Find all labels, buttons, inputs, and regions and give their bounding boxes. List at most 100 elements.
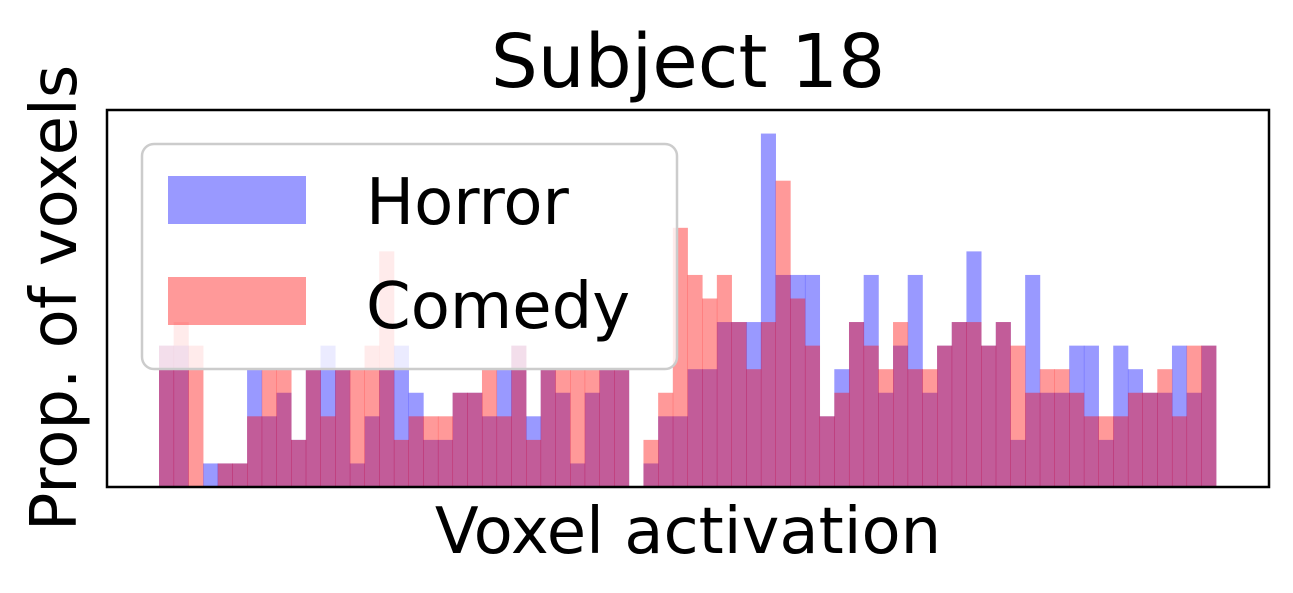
bar-horror-0	[159, 345, 175, 488]
bar-horror-42	[775, 274, 791, 487]
bar-comedy-18	[423, 416, 439, 487]
bar-comedy-13	[349, 369, 365, 487]
bar-horror-49	[878, 392, 894, 487]
bar-comedy-43	[790, 298, 806, 487]
bar-horror-15	[379, 369, 395, 487]
bar-horror-39	[731, 322, 747, 487]
x-axis-label: Voxel activation	[435, 495, 941, 569]
y-axis-label: Prop. of voxels	[18, 65, 92, 531]
bar-comedy-54	[951, 322, 967, 487]
bar-comedy-61	[1054, 369, 1070, 487]
bar-horror-68	[1157, 392, 1173, 487]
bar-comedy-47	[848, 322, 865, 487]
bar-horror-24	[511, 345, 527, 488]
bar-horror-10	[305, 369, 321, 487]
bar-comedy-33	[643, 439, 659, 488]
bar-horror-35	[672, 416, 688, 487]
bar-comedy-42	[775, 180, 791, 487]
bar-horror-19	[437, 439, 454, 488]
bar-comedy-19	[437, 416, 454, 487]
bar-comedy-0	[159, 345, 175, 488]
bar-horror-13	[349, 463, 365, 487]
bar-comedy-40	[746, 369, 762, 487]
bar-comedy-62	[1069, 392, 1085, 487]
plot-frame	[105, 108, 1271, 489]
bar-horror-37	[702, 369, 718, 487]
bar-horror-41	[760, 133, 776, 487]
bar-horror-51	[907, 274, 923, 487]
bar-horror-27	[555, 392, 571, 487]
bar-comedy-20	[452, 392, 468, 487]
bar-horror-52	[922, 392, 938, 487]
bar-comedy-69	[1171, 416, 1188, 487]
bar-horror-8	[276, 392, 292, 487]
bar-horror-65	[1113, 345, 1129, 488]
bar-comedy-64	[1098, 416, 1114, 487]
bar-comedy-17	[408, 416, 424, 487]
bar-comedy-28	[570, 369, 586, 487]
bar-horror-61	[1054, 392, 1070, 487]
bar-comedy-67	[1142, 392, 1158, 487]
bar-comedy-58	[1010, 345, 1026, 488]
bar-horror-45	[819, 416, 835, 487]
series-horror	[159, 133, 1217, 488]
bar-comedy-22	[481, 369, 498, 487]
bars-layer	[159, 133, 1217, 488]
bar-horror-25	[526, 416, 542, 487]
bar-comedy-51	[907, 369, 923, 487]
bar-comedy-48	[863, 345, 879, 488]
bar-horror-30	[599, 369, 615, 487]
bar-comedy-30	[599, 369, 615, 487]
bar-comedy-60	[1039, 369, 1055, 487]
legend-label-comedy: Comedy	[366, 270, 630, 344]
bar-horror-69	[1171, 345, 1188, 488]
bar-horror-46	[834, 369, 850, 487]
legend-swatch-horror	[168, 176, 306, 224]
bar-horror-44	[804, 274, 821, 487]
bar-horror-7	[261, 416, 277, 487]
bar-horror-14	[364, 416, 380, 487]
bar-horror-38	[716, 322, 732, 487]
bar-horror-43	[790, 274, 806, 487]
legend-label-horror: Horror	[366, 166, 570, 240]
bar-comedy-65	[1113, 416, 1129, 487]
bar-comedy-71	[1201, 345, 1217, 488]
bar-horror-64	[1098, 439, 1114, 488]
legend: Horror Comedy	[140, 142, 679, 371]
legend-swatch-comedy	[168, 277, 306, 325]
bar-comedy-34	[658, 392, 674, 487]
bar-comedy-59	[1025, 392, 1041, 487]
bar-comedy-55	[966, 322, 982, 487]
bar-horror-21	[467, 392, 483, 487]
bar-horror-59	[1025, 274, 1041, 487]
bar-horror-54	[951, 322, 967, 487]
bar-horror-63	[1083, 345, 1099, 488]
bar-comedy-11	[320, 416, 336, 487]
bar-horror-58	[1010, 439, 1026, 488]
bar-comedy-12	[335, 369, 351, 487]
bar-comedy-23	[496, 416, 512, 487]
bar-horror-66	[1127, 369, 1143, 487]
bar-comedy-21	[467, 392, 483, 487]
bar-horror-20	[452, 392, 468, 487]
bar-horror-11	[320, 345, 336, 488]
bar-horror-60	[1039, 392, 1055, 487]
bar-comedy-50	[893, 322, 909, 487]
bar-horror-29	[584, 392, 600, 487]
bar-comedy-25	[526, 439, 542, 488]
bar-comedy-36	[687, 274, 703, 487]
bar-comedy-39	[731, 322, 747, 487]
bar-comedy-14	[364, 345, 380, 488]
bar-comedy-45	[819, 416, 835, 487]
bar-comedy-9	[291, 439, 307, 488]
bar-horror-17	[408, 392, 424, 487]
bar-comedy-46	[834, 392, 850, 487]
bar-horror-40	[746, 322, 762, 487]
bar-horror-5	[232, 463, 248, 487]
bar-comedy-26	[540, 369, 556, 487]
bar-horror-67	[1142, 392, 1158, 487]
bar-comedy-57	[995, 322, 1011, 487]
bar-comedy-5	[232, 463, 248, 487]
bar-comedy-49	[878, 369, 894, 487]
bar-horror-56	[981, 345, 997, 488]
